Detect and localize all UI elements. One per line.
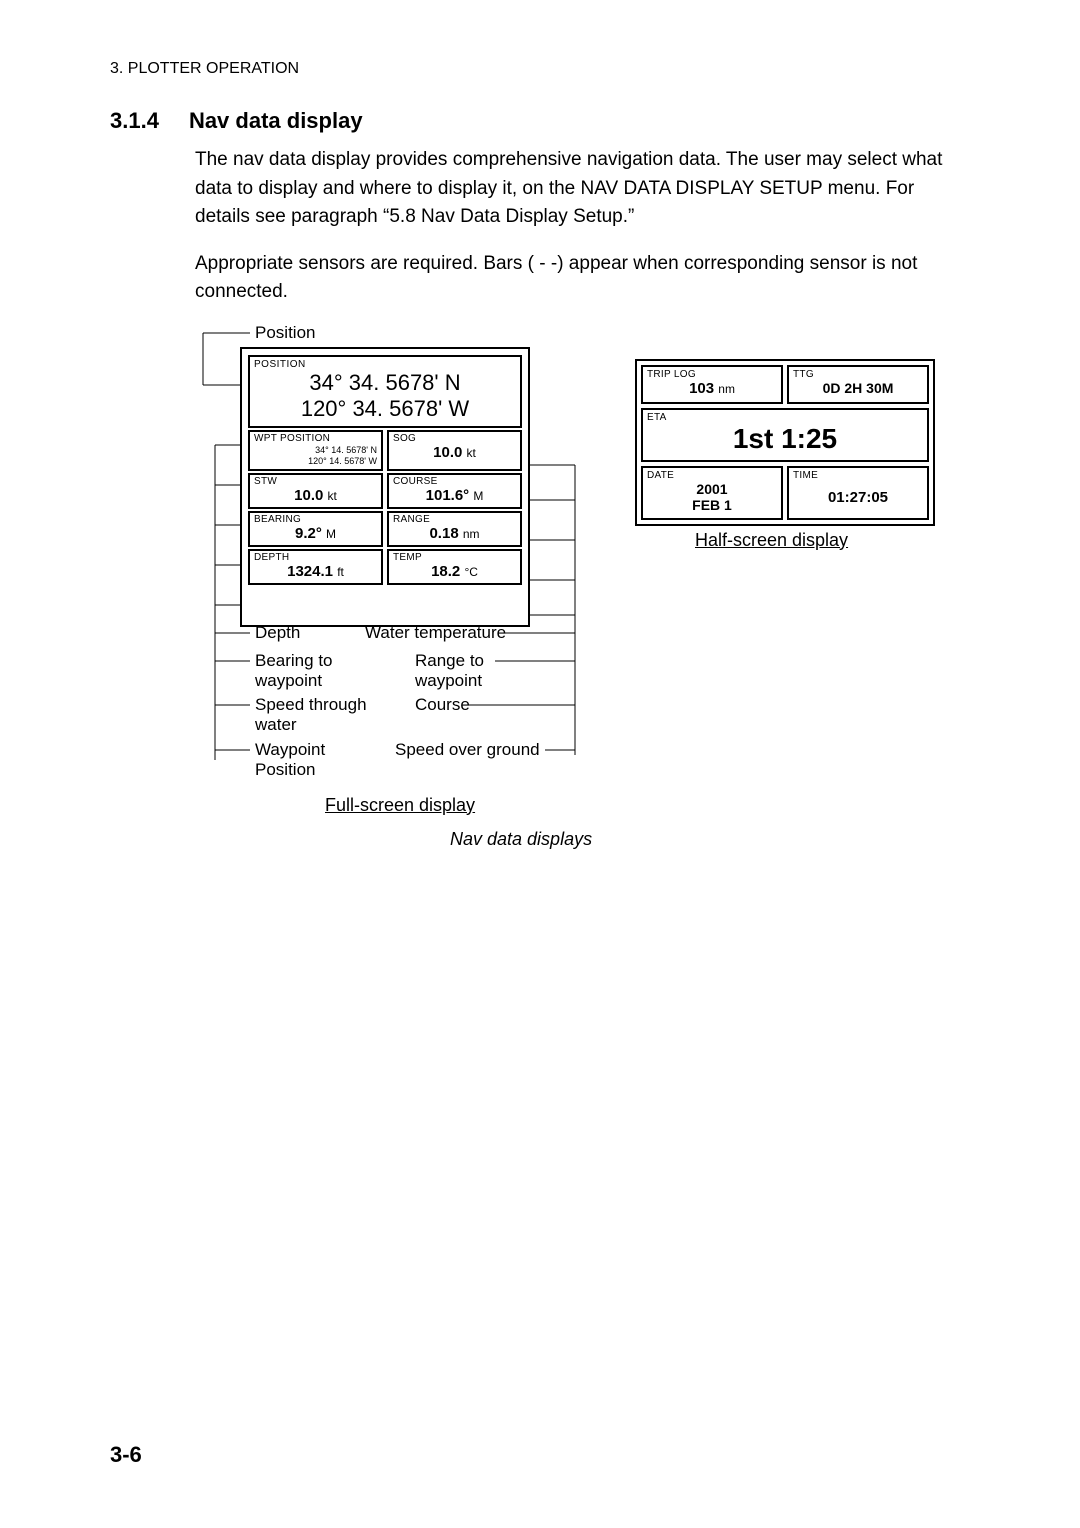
range-value: 0.18	[429, 525, 458, 542]
sog-label: SOG	[393, 433, 516, 444]
section-number: 3.1.4	[110, 108, 159, 134]
annotation-sog: Speed over ground	[395, 740, 540, 760]
page-number: 3-6	[110, 1442, 142, 1468]
stw-label: STW	[254, 476, 377, 487]
ttg-label: TTG	[793, 369, 923, 380]
trip-log-value: 103	[689, 380, 714, 397]
eta-box: ETA 1st 1:25	[641, 408, 929, 462]
page-header: 3. PLOTTER OPERATION	[110, 60, 970, 78]
course-label: COURSE	[393, 476, 516, 487]
bearing-label: BEARING	[254, 514, 377, 525]
wpt-label: WPT POSITION	[254, 433, 377, 444]
temp-box: TEMP 18.2 °C	[387, 549, 522, 585]
annotation-wpt: Waypoint Position	[255, 740, 325, 781]
wpt-lat: 34° 14. 5678' N	[254, 446, 377, 455]
position-lon: 120° 34. 5678' W	[254, 396, 516, 422]
position-lat: 34° 34. 5678' N	[254, 370, 516, 396]
stw-unit: kt	[328, 489, 337, 503]
ttg-box: TTG 0D 2H 30M	[787, 365, 929, 404]
annotation-bearing: Bearing to waypoint	[255, 651, 333, 692]
bearing-box: BEARING 9.2° M	[248, 511, 383, 547]
position-label: POSITION	[254, 359, 516, 370]
depth-unit: ft	[337, 565, 344, 579]
wpt-lon: 120° 14. 5678' W	[254, 457, 377, 466]
annotation-stw: Speed through water	[255, 695, 367, 736]
depth-label: DEPTH	[254, 552, 377, 563]
range-unit: nm	[463, 527, 480, 541]
caption-half: Half-screen display	[695, 530, 848, 551]
stw-value: 10.0	[294, 487, 323, 504]
date-year: 2001	[647, 481, 777, 497]
annotation-wtemp: Water temperature	[365, 623, 506, 643]
wpt-position-box: WPT POSITION 34° 14. 5678' N 120° 14. 56…	[248, 430, 383, 471]
range-label: RANGE	[393, 514, 516, 525]
date-box: DATE 2001 FEB 1	[641, 466, 783, 520]
section-title: Nav data display	[189, 108, 363, 134]
position-box: POSITION 34° 34. 5678' N 120° 34. 5678' …	[248, 355, 522, 428]
ttg-value: 0D 2H 30M	[793, 380, 923, 396]
figure-caption: Nav data displays	[450, 829, 592, 850]
date-label: DATE	[647, 470, 777, 481]
figure-area: Position POSITION 34° 34. 5678' N 120° 3…	[195, 325, 970, 845]
course-box: COURSE 101.6° M	[387, 473, 522, 509]
paragraph-1: The nav data display provides comprehens…	[195, 146, 970, 232]
temp-label: TEMP	[393, 552, 516, 563]
range-box: RANGE 0.18 nm	[387, 511, 522, 547]
course-value: 101.6°	[426, 487, 470, 504]
section-heading: 3.1.4 Nav data display	[110, 108, 970, 134]
bearing-unit: M	[326, 527, 336, 541]
paragraph-2: Appropriate sensors are required. Bars (…	[195, 250, 970, 307]
temp-unit: °C	[464, 565, 477, 579]
trip-log-unit: nm	[718, 382, 735, 396]
annotation-position: Position	[255, 323, 315, 343]
depth-value: 1324.1	[287, 563, 333, 580]
time-box: TIME 01:27:05	[787, 466, 929, 520]
sog-box: SOG 10.0 kt	[387, 430, 522, 471]
eta-value: 1st 1:25	[647, 423, 923, 455]
time-label: TIME	[793, 470, 923, 481]
eta-label: ETA	[647, 412, 923, 423]
sog-value: 10.0	[433, 444, 462, 461]
annotation-range: Range to waypoint	[415, 651, 484, 692]
trip-log-box: TRIP LOG 103 nm	[641, 365, 783, 404]
sog-unit: kt	[467, 446, 476, 460]
half-screen-panel: TRIP LOG 103 nm TTG 0D 2H 30M ETA 1st 1:…	[635, 359, 935, 526]
caption-full: Full-screen display	[325, 795, 475, 816]
stw-box: STW 10.0 kt	[248, 473, 383, 509]
annotation-depth: Depth	[255, 623, 300, 643]
time-value: 01:27:05	[793, 489, 923, 506]
depth-box: DEPTH 1324.1 ft	[248, 549, 383, 585]
temp-value: 18.2	[431, 563, 460, 580]
trip-log-label: TRIP LOG	[647, 369, 777, 380]
annotation-course: Course	[415, 695, 470, 715]
bearing-value: 9.2°	[295, 525, 322, 542]
course-unit: M	[473, 489, 483, 503]
full-screen-panel: POSITION 34° 34. 5678' N 120° 34. 5678' …	[240, 347, 530, 627]
date-day: FEB 1	[647, 497, 777, 513]
